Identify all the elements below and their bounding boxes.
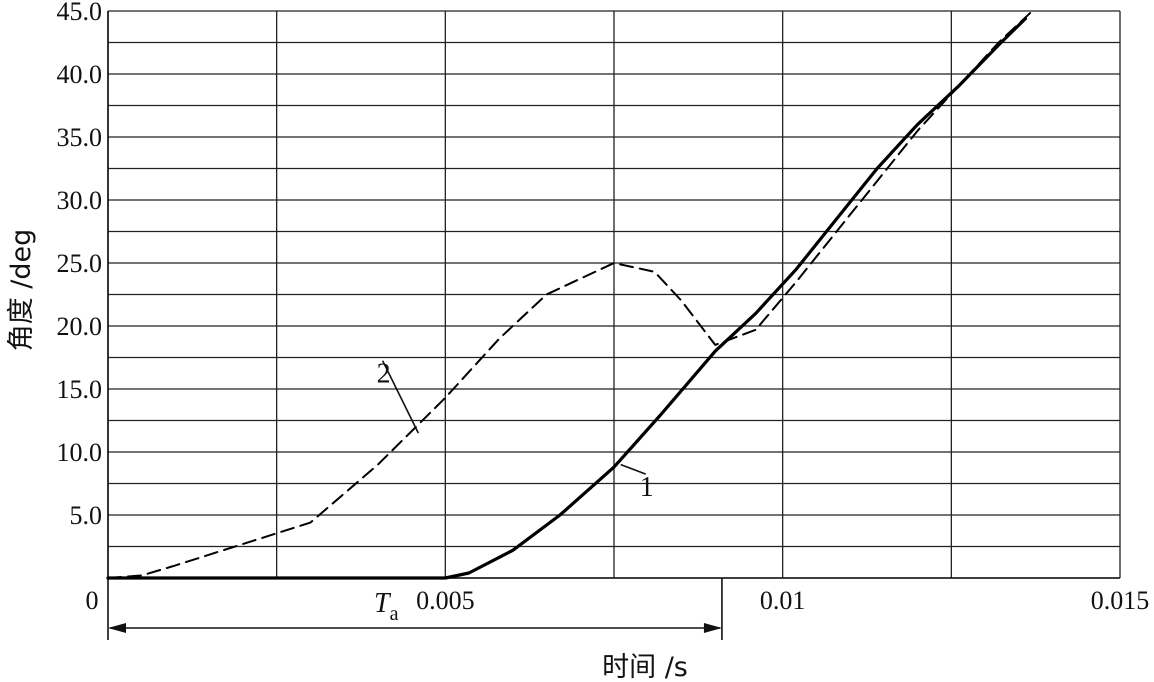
annotation-leader-2 bbox=[381, 360, 420, 434]
series-line-2 bbox=[107, 10, 1034, 579]
y-tick-label: 40.0 bbox=[57, 60, 103, 89]
y-tick-label: 15.0 bbox=[57, 375, 103, 404]
y-tick-label: 10.0 bbox=[57, 438, 103, 467]
annotation-label-2: 2 bbox=[377, 359, 391, 390]
grid bbox=[107, 10, 1121, 640]
ta-arrowhead-left bbox=[108, 623, 126, 633]
annotation-label-1: 1 bbox=[640, 472, 654, 503]
annotation-leader-1 bbox=[620, 463, 647, 475]
x-tick-label: 0 bbox=[86, 586, 99, 615]
ta-arrowhead-right bbox=[703, 623, 722, 633]
series-line-1 bbox=[106, 17, 1028, 580]
y-tick-label: 25.0 bbox=[57, 249, 103, 278]
y-tick-label: 35.0 bbox=[57, 123, 103, 152]
ta-label: Ta bbox=[374, 588, 399, 625]
x-tick-label: 0.01 bbox=[760, 586, 806, 615]
annotations: 1 2 Ta bbox=[108, 359, 723, 640]
x-axis-label: 时间 /s bbox=[602, 652, 688, 682]
series-layer bbox=[106, 10, 1034, 580]
y-tick-label: 30.0 bbox=[57, 186, 103, 215]
x-tick-label: 0.005 bbox=[416, 586, 475, 615]
tick-labels: 5.0 10.0 15.0 20.0 25.0 30.0 35.0 40.0 45.0 0 0.00… bbox=[57, 0, 1150, 615]
ta-subscript: a bbox=[390, 603, 399, 625]
y-tick-label: 5.0 bbox=[70, 501, 103, 530]
x-tick-label: 0.015 bbox=[1091, 586, 1150, 615]
y-tick-label: 45.0 bbox=[57, 0, 103, 26]
y-axis-label: 角度 /deg bbox=[6, 229, 37, 352]
y-tick-label: 20.0 bbox=[57, 312, 103, 341]
